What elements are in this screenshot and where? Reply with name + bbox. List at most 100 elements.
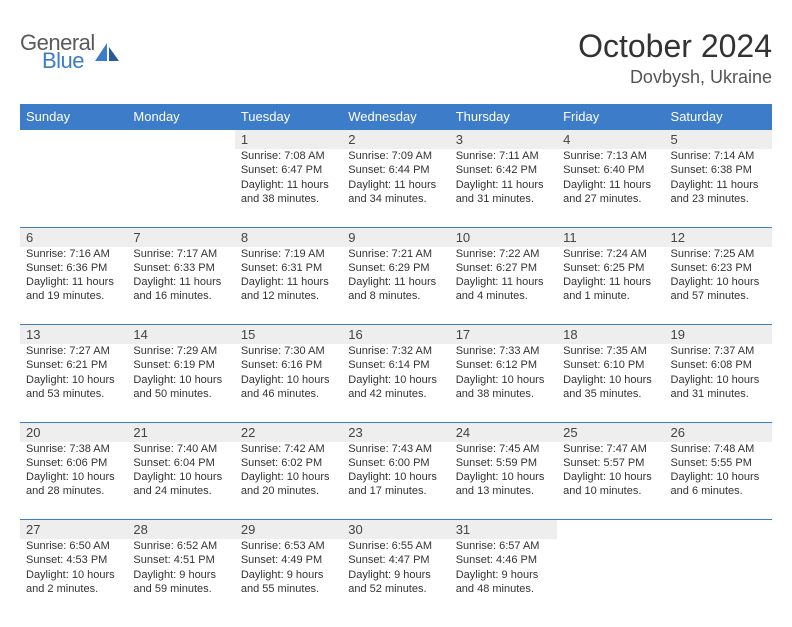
sunrise-text: Sunrise: 7:21 AM	[348, 247, 443, 261]
sunrise-text: Sunrise: 7:32 AM	[348, 344, 443, 358]
sunset-text: Sunset: 6:42 PM	[456, 163, 551, 177]
day-cell: Sunrise: 7:16 AMSunset: 6:36 PMDaylight:…	[20, 247, 127, 325]
sunrise-text: Sunrise: 6:50 AM	[26, 539, 121, 553]
day-cell: Sunrise: 7:17 AMSunset: 6:33 PMDaylight:…	[127, 247, 234, 325]
day-cell: Sunrise: 6:53 AMSunset: 4:49 PMDaylight:…	[235, 539, 342, 617]
sunset-text: Sunset: 6:06 PM	[26, 456, 121, 470]
day-cell: Sunrise: 7:42 AMSunset: 6:02 PMDaylight:…	[235, 442, 342, 520]
daylight-text: Daylight: 10 hours	[348, 470, 443, 484]
day-number-cell: 29	[235, 520, 342, 540]
daylight-text: Daylight: 10 hours	[456, 373, 551, 387]
day-number-cell: 28	[127, 520, 234, 540]
day-cell: Sunrise: 7:35 AMSunset: 6:10 PMDaylight:…	[557, 344, 664, 422]
sunset-text: Sunset: 6:02 PM	[241, 456, 336, 470]
day-number-cell: 6	[20, 227, 127, 247]
daylight-text: and 42 minutes.	[348, 387, 443, 401]
day-number-cell: 11	[557, 227, 664, 247]
day-cell	[127, 149, 234, 227]
day-cell: Sunrise: 7:08 AMSunset: 6:47 PMDaylight:…	[235, 149, 342, 227]
daylight-text: and 6 minutes.	[671, 484, 766, 498]
sunset-text: Sunset: 6:12 PM	[456, 358, 551, 372]
week-row: Sunrise: 7:27 AMSunset: 6:21 PM Daylight:…	[20, 344, 772, 422]
daylight-text: Daylight: 11 hours	[563, 178, 658, 192]
day-number-cell: 9	[342, 227, 449, 247]
sunrise-text: Sunrise: 7:11 AM	[456, 149, 551, 163]
day-cell: Sunrise: 7:14 AMSunset: 6:38 PMDaylight:…	[665, 149, 772, 227]
daylight-text: and 12 minutes.	[241, 289, 336, 303]
day-cell: Sunrise: 7:09 AMSunset: 6:44 PMDaylight:…	[342, 149, 449, 227]
calendar-page: General Blue October 2024 Dovbysh, Ukrai…	[0, 0, 792, 627]
daylight-text: and 2 minutes.	[26, 582, 121, 596]
weekday-header: Friday	[557, 104, 664, 130]
sunset-text: Sunset: 6:19 PM	[133, 358, 228, 372]
sunset-text: Sunset: 4:51 PM	[133, 553, 228, 567]
daylight-text: and 38 minutes.	[456, 387, 551, 401]
day-cell: Sunrise: 6:55 AMSunset: 4:47 PMDaylight:…	[342, 539, 449, 617]
daylight-text: Daylight: 10 hours	[563, 373, 658, 387]
sunset-text: Sunset: 4:49 PM	[241, 553, 336, 567]
day-cell: Sunrise: 7:29 AMSunset: 6:19 PMDaylight:…	[127, 344, 234, 422]
weekday-header: Sunday	[20, 104, 127, 130]
week-row: Sunrise: 7:38 AMSunset: 6:06 PMDaylight:…	[20, 442, 772, 520]
day-cell: Sunrise: 7:45 AMSunset: 5:59 PMDaylight:…	[450, 442, 557, 520]
day-number-cell: 21	[127, 422, 234, 442]
sunrise-text: Sunrise: 7:43 AM	[348, 442, 443, 456]
sunrise-text: Sunrise: 7:22 AM	[456, 247, 551, 261]
sunrise-text: Sunrise: 6:52 AM	[133, 539, 228, 553]
sunset-text: Sunset: 6:23 PM	[671, 261, 766, 275]
day-number-row: 12345	[20, 130, 772, 150]
day-number-cell: 16	[342, 325, 449, 345]
day-cell: Sunrise: 7:33 AMSunset: 6:12 PMDaylight:…	[450, 344, 557, 422]
day-cell: Sunrise: 7:22 AMSunset: 6:27 PMDaylight:…	[450, 247, 557, 325]
sunrise-text: Sunrise: 7:16 AM	[26, 247, 121, 261]
day-cell: Sunrise: 7:30 AMSunset: 6:16 PMDaylight:…	[235, 344, 342, 422]
sunrise-text: Sunrise: 7:42 AM	[241, 442, 336, 456]
day-number-cell: 12	[665, 227, 772, 247]
day-cell: Sunrise: 7:11 AMSunset: 6:42 PMDaylight:…	[450, 149, 557, 227]
day-cell: Sunrise: 7:27 AMSunset: 6:21 PMDaylight:…	[20, 344, 127, 422]
daylight-text: and 27 minutes.	[563, 192, 658, 206]
sunset-text: Sunset: 4:53 PM	[26, 553, 121, 567]
day-number-cell: 13	[20, 325, 127, 345]
sunset-text: Sunset: 6:31 PM	[241, 261, 336, 275]
sunset-text: Sunset: 6:44 PM	[348, 163, 443, 177]
day-number-cell	[557, 520, 664, 540]
weekday-header: Thursday	[450, 104, 557, 130]
sunrise-text: Sunrise: 7:27 AM	[26, 344, 121, 358]
day-number-cell	[665, 520, 772, 540]
sail-icon	[95, 43, 121, 63]
sunset-text: Sunset: 6:27 PM	[456, 261, 551, 275]
daylight-text: and 19 minutes.	[26, 289, 121, 303]
sunrise-text: Sunrise: 7:19 AM	[241, 247, 336, 261]
daylight-text: and 52 minutes.	[348, 582, 443, 596]
day-cell: Sunrise: 7:38 AMSunset: 6:06 PMDaylight:…	[20, 442, 127, 520]
day-number-cell: 27	[20, 520, 127, 540]
daylight-text: Daylight: 11 hours	[456, 178, 551, 192]
day-number-cell: 5	[665, 130, 772, 150]
daylight-text: and 35 minutes.	[563, 387, 658, 401]
week-row: Sunrise: 7:16 AMSunset: 6:36 PMDaylight:…	[20, 247, 772, 325]
daylight-text: Daylight: 11 hours	[563, 275, 658, 289]
day-cell: Sunrise: 6:57 AMSunset: 4:46 PMDaylight:…	[450, 539, 557, 617]
day-number-cell: 7	[127, 227, 234, 247]
day-number-cell: 31	[450, 520, 557, 540]
calendar-table: Sunday Monday Tuesday Wednesday Thursday…	[20, 104, 772, 617]
daylight-text: Daylight: 11 hours	[456, 275, 551, 289]
sunset-text: Sunset: 6:04 PM	[133, 456, 228, 470]
day-number-cell: 10	[450, 227, 557, 247]
sunset-text: Sunset: 4:47 PM	[348, 553, 443, 567]
daylight-text: and 34 minutes.	[348, 192, 443, 206]
daylight-text: and 1 minute.	[563, 289, 658, 303]
day-number-row: 6789101112	[20, 227, 772, 247]
day-cell	[665, 539, 772, 617]
daylight-text: Daylight: 10 hours	[241, 373, 336, 387]
sunrise-text: Sunrise: 7:08 AM	[241, 149, 336, 163]
sunset-text: Sunset: 6:21 PM	[26, 358, 121, 372]
sunrise-text: Sunrise: 7:17 AM	[133, 247, 228, 261]
daylight-text: Daylight: 11 hours	[26, 275, 121, 289]
day-cell	[557, 539, 664, 617]
day-number-cell: 25	[557, 422, 664, 442]
day-number-cell	[20, 130, 127, 150]
daylight-text: Daylight: 10 hours	[241, 470, 336, 484]
title-block: October 2024 Dovbysh, Ukraine	[578, 28, 772, 88]
